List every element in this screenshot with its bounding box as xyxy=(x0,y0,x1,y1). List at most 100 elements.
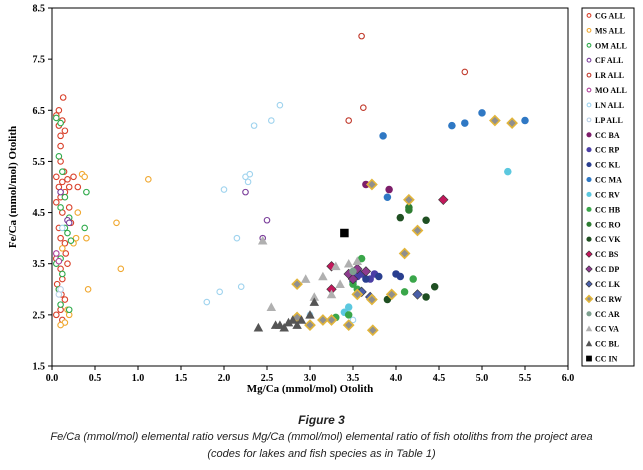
data-point xyxy=(64,260,71,268)
y-tick-label: 4.5 xyxy=(33,208,46,219)
data-point xyxy=(422,293,430,301)
data-point xyxy=(64,176,71,183)
series-lr-all xyxy=(345,32,469,124)
legend-marker xyxy=(586,206,592,212)
data-point xyxy=(288,315,298,324)
series-cc-va xyxy=(257,235,363,311)
data-point xyxy=(220,186,228,193)
data-point xyxy=(366,293,378,306)
data-point xyxy=(84,285,92,293)
data-point xyxy=(360,104,367,112)
data-point xyxy=(253,322,264,332)
legend-label: LR ALL xyxy=(595,71,624,80)
data-point xyxy=(366,324,379,337)
data-point xyxy=(300,274,311,283)
y-tick-label: 2.5 xyxy=(33,310,46,321)
data-point xyxy=(59,245,66,252)
legend-item: CC BS xyxy=(585,250,619,259)
data-point xyxy=(398,247,411,260)
data-point xyxy=(340,228,349,238)
data-point xyxy=(351,288,364,301)
figure-caption: Fe/Ca (mmol/mol) elemental ratio versus … xyxy=(50,431,593,443)
data-point xyxy=(57,321,64,329)
data-point xyxy=(57,142,64,150)
series-cg-all xyxy=(52,94,82,324)
legend-item: CC RW xyxy=(584,294,622,304)
data-point xyxy=(317,314,329,326)
data-point xyxy=(59,270,66,278)
series-cc-in xyxy=(340,228,349,238)
series-cc-ro xyxy=(405,203,413,214)
data-point xyxy=(61,127,69,135)
series-ms-all xyxy=(57,170,152,329)
legend-item: CC RP xyxy=(586,146,619,155)
data-point xyxy=(65,204,73,211)
legend-label: OM ALL xyxy=(595,41,627,50)
x-tick-label: 4.5 xyxy=(433,373,446,384)
data-point xyxy=(489,114,501,127)
data-point xyxy=(296,315,307,324)
data-point xyxy=(57,301,64,308)
legend-item: MS ALL xyxy=(586,26,625,35)
legend-label: CC HB xyxy=(595,205,621,214)
legend-marker xyxy=(586,72,592,78)
data-point xyxy=(318,271,328,281)
scatter-chart: 0.0 0.5 1.0 1.5 2.0 2.5 3.0 3.5 4.0 4.5 5.0 5.5 6.0 1… xyxy=(7,4,635,395)
data-point xyxy=(74,183,82,191)
legend: CG ALL MS ALL OM ALL CF ALL LR ALL MO ALL LN A… xyxy=(581,7,635,367)
data-point xyxy=(52,250,60,257)
legend-marker xyxy=(586,191,592,198)
data-point xyxy=(57,234,64,242)
data-point xyxy=(57,132,64,140)
legend-marker xyxy=(585,265,593,273)
data-point xyxy=(385,288,398,301)
legend-marker xyxy=(585,340,593,347)
legend-item: CC DP xyxy=(585,265,619,274)
data-point xyxy=(309,292,320,301)
data-point xyxy=(362,180,370,189)
series-cc-ma xyxy=(379,109,529,201)
legend-item: CF ALL xyxy=(586,56,623,65)
data-point xyxy=(379,132,387,140)
x-tick-label: 3.5 xyxy=(347,373,360,384)
data-point xyxy=(237,283,245,291)
data-point xyxy=(358,32,365,40)
legend-item: CC IN xyxy=(586,355,618,364)
data-point xyxy=(61,193,69,201)
legend-label: CF ALL xyxy=(595,56,623,65)
data-point xyxy=(83,188,90,196)
data-point xyxy=(81,173,88,181)
data-point xyxy=(57,204,64,211)
data-point xyxy=(113,219,120,227)
legend-marker xyxy=(586,355,592,362)
legend-item: CG ALL xyxy=(586,11,625,20)
figure-caption-note: (codes for lakes and fish species as in … xyxy=(207,448,436,460)
x-tick-label: 2.0 xyxy=(218,373,231,384)
data-point xyxy=(352,256,363,265)
data-point xyxy=(276,101,284,109)
data-point xyxy=(430,282,439,291)
data-point xyxy=(349,267,357,276)
legend-marker xyxy=(586,162,592,168)
data-point xyxy=(59,168,66,175)
legend-item: MO ALL xyxy=(586,86,627,95)
legend-label: CC IN xyxy=(595,355,618,364)
x-tick-label: 2.5 xyxy=(261,373,274,384)
data-point xyxy=(55,106,63,114)
data-point xyxy=(72,234,80,242)
legend-item: LP ALL xyxy=(586,116,623,125)
legend-item: CC AR xyxy=(586,310,620,319)
data-point xyxy=(52,311,60,319)
data-point xyxy=(244,178,252,186)
data-point xyxy=(67,237,75,244)
legend-marker xyxy=(585,250,593,258)
legend-item: CC RO xyxy=(586,220,621,229)
legend-marker xyxy=(586,132,592,138)
legend-marker xyxy=(586,102,592,108)
data-point xyxy=(283,317,294,327)
legend-label: CC DP xyxy=(595,265,619,274)
legend-label: LP ALL xyxy=(595,116,623,125)
legend-marker xyxy=(586,236,592,242)
legend-item: LR ALL xyxy=(586,71,624,80)
legend-item: CC VA xyxy=(585,325,619,334)
